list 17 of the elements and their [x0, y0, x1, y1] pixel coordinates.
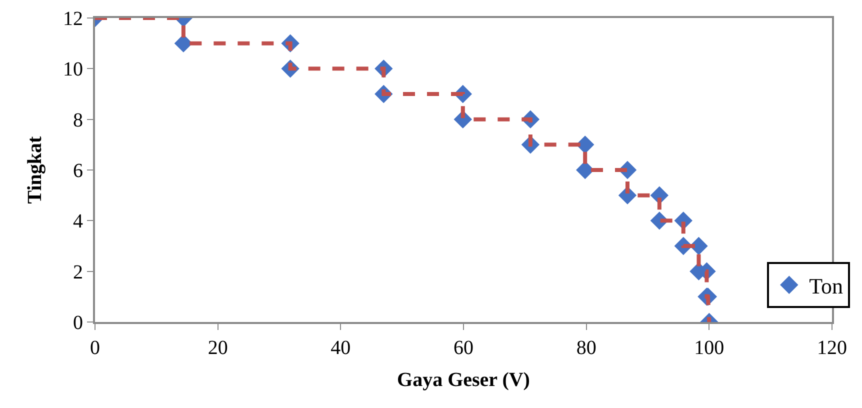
y-tick-label: 6 — [73, 160, 83, 182]
y-tick-label: 2 — [73, 261, 83, 284]
y-tick-label: 12 — [63, 8, 83, 30]
y-axis-title: Tingkat — [24, 136, 46, 204]
legend-label: Ton — [809, 273, 844, 298]
x-tick-label: 0 — [90, 337, 100, 359]
x-tick-label: 20 — [208, 337, 228, 359]
x-tick-label: 120 — [817, 337, 847, 359]
x-tick-label: 80 — [576, 337, 596, 359]
y-tick-label: 4 — [73, 210, 83, 233]
x-tick-label: 40 — [330, 337, 351, 359]
x-tick-label: 100 — [694, 337, 724, 359]
y-tick-label: 10 — [63, 58, 83, 81]
y-tick-label: 8 — [73, 109, 83, 132]
y-tick-label: 0 — [73, 312, 83, 334]
x-axis-title: Gaya Geser (V) — [397, 369, 530, 391]
x-tick-label: 60 — [454, 337, 474, 359]
